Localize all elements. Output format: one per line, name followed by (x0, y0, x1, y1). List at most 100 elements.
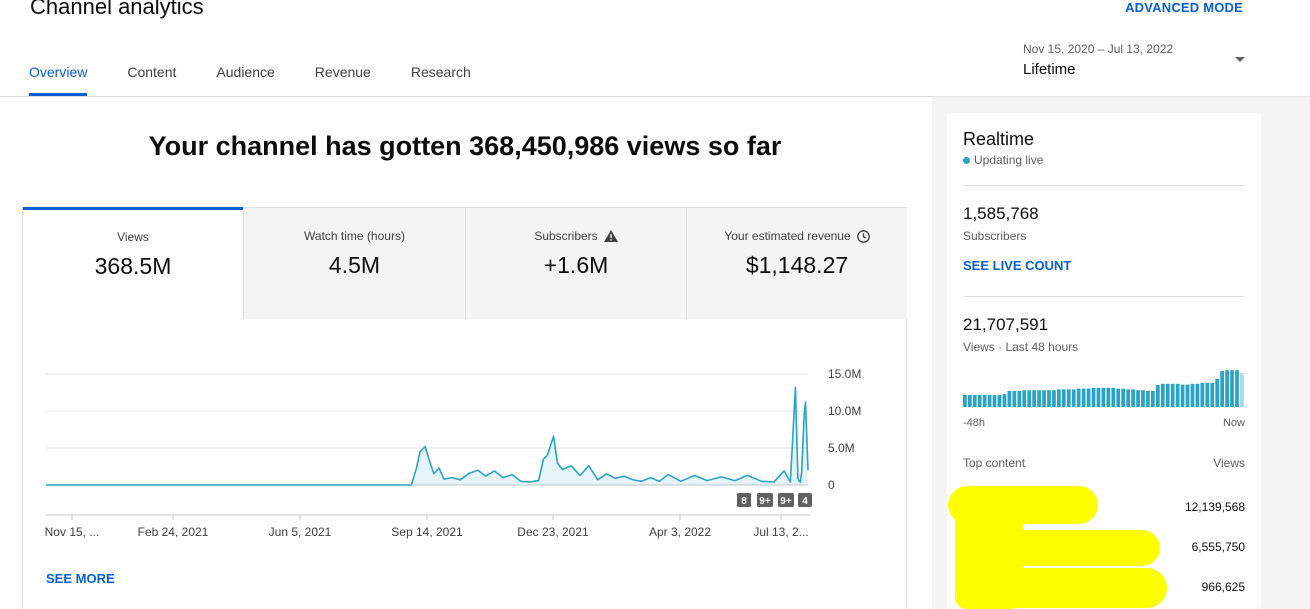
realtime-bar (1240, 373, 1244, 407)
x-tick-label: Nov 15, ... (45, 525, 100, 539)
realtime-bar (1086, 388, 1091, 407)
realtime-divider (963, 296, 1245, 297)
views-48h-label: Views · Last 48 hours (963, 340, 1079, 354)
annotation-badge (798, 493, 812, 507)
see-more-link[interactable]: SEE MORE (46, 571, 115, 586)
realtime-bar (1002, 394, 1007, 407)
dropdown-caret-icon (1235, 57, 1245, 62)
realtime-bar (1007, 391, 1012, 407)
tab-audience[interactable]: Audience (216, 64, 275, 80)
realtime-bar (1091, 387, 1096, 407)
tab-revenue[interactable]: Revenue (314, 64, 371, 80)
realtime-bar (1057, 389, 1061, 407)
realtime-bar (1017, 391, 1022, 407)
clock-icon (856, 229, 870, 243)
x-tick-label: Apr 3, 2022 (649, 525, 711, 539)
metric-value: 4.5M (328, 252, 381, 278)
realtime-bar (982, 395, 987, 407)
metric-card-watch-time[interactable]: Watch time (hours) 4.5M (243, 208, 465, 319)
metric-cards: Views 368.5M Watch time (hours) 4.5M Sub… (22, 207, 907, 609)
realtime-bar (1175, 383, 1180, 407)
warning-icon (603, 230, 618, 242)
realtime-bar (1042, 390, 1046, 407)
annotation-label: 8 (741, 496, 747, 507)
metric-label: Watch time (hours) (304, 229, 405, 243)
annotation-label: 9+ (780, 496, 792, 507)
realtime-bar (1165, 383, 1170, 407)
annotation-badge (757, 493, 773, 507)
annotation-label: 4 (802, 496, 808, 507)
realtime-bar (1235, 370, 1239, 407)
annotation-badge (778, 493, 794, 507)
views-chart: 15.0M 10.0M 5.0M 0 8 9+ 9+ 4 Nov 15, ... Feb 24, … (45, 367, 862, 539)
date-range-label: Lifetime (1023, 61, 1076, 78)
realtime-bar (967, 395, 972, 407)
views-48h-count: 21,707,591 (963, 315, 1049, 334)
realtime-bar (1210, 383, 1215, 407)
realtime-bar (1061, 389, 1066, 407)
realtime-bar (1190, 383, 1195, 407)
realtime-bar (1215, 379, 1220, 407)
realtime-bar (963, 395, 967, 407)
realtime-bar (1141, 390, 1145, 407)
metric-value: $1,148.27 (745, 252, 849, 278)
tab-overview[interactable]: Overview (29, 64, 88, 96)
realtime-bar (1076, 388, 1081, 407)
realtime-bar (1205, 383, 1210, 407)
realtime-bar (1022, 390, 1027, 407)
realtime-bar (1151, 391, 1155, 407)
x-tick-label: Sep 14, 2021 (391, 525, 463, 539)
realtime-bar (1012, 391, 1017, 407)
top-content-views: 12,139,568 (1184, 500, 1245, 514)
realtime-bar (1136, 390, 1140, 407)
tab-research[interactable]: Research (410, 64, 471, 80)
realtime-bar (1155, 385, 1160, 407)
date-range-picker[interactable]: Nov 15, 2020 – Jul 13, 2022 Lifetime (1023, 42, 1245, 82)
y-tick-label: 5.0M (828, 441, 855, 455)
tab-content[interactable]: Content (127, 64, 177, 80)
realtime-bar (1180, 384, 1185, 407)
realtime-bar (1066, 389, 1071, 407)
realtime-bar (1037, 390, 1041, 407)
top-content-views: 6,555,750 (1191, 540, 1245, 554)
realtime-bar (1121, 388, 1126, 407)
header-divider (0, 96, 1310, 97)
realtime-bar (1170, 383, 1175, 407)
realtime-bar (1160, 383, 1165, 407)
page-title: Channel analytics (30, 0, 204, 19)
metric-card-views[interactable]: Views 368.5M (23, 207, 243, 318)
metric-card-subscribers[interactable]: Subscribers +1.6M (465, 208, 686, 319)
metric-label: Views (117, 230, 149, 244)
y-tick-label: 0 (828, 478, 835, 492)
realtime-bar (1111, 387, 1116, 407)
realtime-bar (987, 395, 992, 407)
metric-value: +1.6M (543, 252, 609, 278)
series-area (46, 387, 808, 485)
metric-label-text: Subscribers (534, 229, 598, 243)
x-tick-label: Jul 13, 2... (753, 525, 808, 539)
y-tick-label: 15.0M (828, 367, 861, 381)
top-content-views: 966,625 (1201, 580, 1245, 594)
realtime-bar (1131, 389, 1135, 407)
realtime-divider (963, 185, 1245, 186)
x-tick-label: Feb 24, 2021 (138, 525, 209, 539)
metric-label: Your estimated revenue (724, 229, 870, 243)
realtime-bar (1185, 384, 1190, 407)
y-tick-label: 10.0M (828, 404, 861, 418)
metric-card-revenue[interactable]: Your estimated revenue $1,148.27 (686, 208, 907, 319)
x-tick-label: Jun 5, 2021 (269, 525, 332, 539)
realtime-bar (1126, 389, 1131, 407)
annotation-label: 9+ (759, 496, 771, 507)
realtime-bar (977, 395, 982, 407)
realtime-bar (997, 395, 1002, 407)
realtime-title: Realtime (963, 129, 1035, 149)
tab-bar: Overview Content Audience Revenue Resear… (29, 64, 511, 96)
see-live-count-link[interactable]: SEE LIVE COUNT (963, 258, 1072, 273)
top-views-label: Views (1213, 456, 1245, 470)
metric-label-text: Your estimated revenue (724, 229, 851, 243)
date-range-text: Nov 15, 2020 – Jul 13, 2022 (1023, 42, 1174, 56)
realtime-bar (1027, 390, 1032, 407)
realtime-bar (1071, 389, 1076, 407)
realtime-axis-end: Now (1222, 417, 1245, 429)
advanced-mode-link[interactable]: ADVANCED MODE (1125, 0, 1243, 15)
